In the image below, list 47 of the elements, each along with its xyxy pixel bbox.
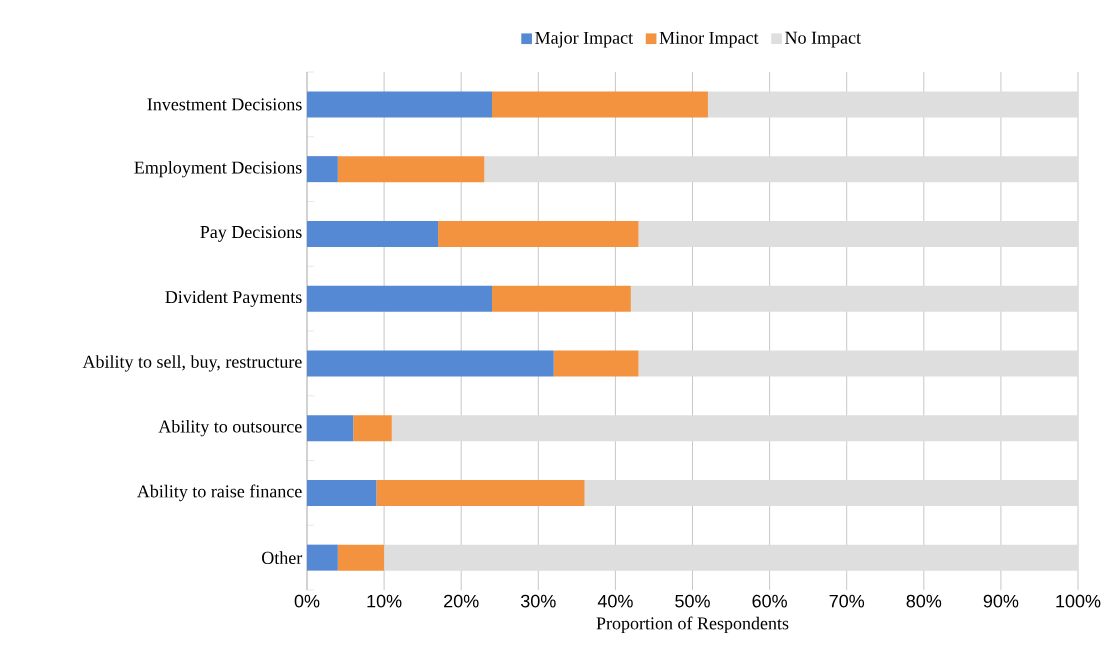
bar: [484, 156, 1079, 183]
x-tick-label: 70%: [829, 594, 865, 608]
bar: [307, 285, 493, 312]
x-tick-label: 60%: [752, 594, 787, 608]
legend-label: Minor Impact: [659, 31, 759, 48]
bar: [307, 544, 338, 571]
bar: [307, 350, 554, 377]
bar: [307, 91, 493, 118]
bar: [438, 220, 639, 247]
legend-label: No Impact: [785, 31, 861, 48]
x-axis-title: Proportion of Respondents: [596, 616, 789, 634]
x-tick-label: 80%: [906, 594, 942, 608]
bar: [307, 156, 338, 183]
bar: [638, 220, 1079, 247]
bar: [492, 91, 708, 118]
bar: [553, 350, 639, 377]
y-tick-label: Pay Decisions: [200, 225, 302, 242]
y-tick-label: Ability to raise finance: [137, 484, 302, 502]
x-tick-label: 30%: [520, 594, 556, 608]
bar: [337, 156, 485, 183]
bar: [337, 544, 385, 571]
x-tick-label: 90%: [983, 594, 1019, 608]
y-tick-label: Ability to outsource: [158, 419, 302, 437]
bar: [353, 415, 392, 442]
bar: [707, 91, 1079, 118]
bar: [307, 479, 377, 506]
x-tick-label: 20%: [444, 594, 479, 608]
bar: [384, 544, 1079, 571]
bar: [307, 220, 439, 247]
bar: [307, 415, 354, 442]
y-tick-label: Other: [262, 551, 303, 564]
y-tick-label: Divident Payments: [165, 290, 302, 307]
legend-label: Major Impact: [535, 31, 633, 48]
bar: [630, 285, 1079, 312]
x-tick-label: 100%: [1056, 594, 1101, 608]
x-tick-label: 0%: [294, 594, 320, 608]
bar: [492, 285, 631, 312]
y-tick-label: Employment Decisions: [134, 160, 302, 178]
x-tick-label: 40%: [597, 594, 633, 608]
y-tick-label: Investment Decisions: [147, 98, 302, 111]
bar: [638, 350, 1079, 377]
x-tick-label: 10%: [367, 594, 402, 608]
bar: [376, 479, 585, 506]
y-tick-label: Ability to sell, buy, restructure: [82, 355, 302, 372]
x-tick-label: 50%: [675, 594, 710, 608]
bar: [391, 415, 1079, 442]
bar: [584, 479, 1079, 506]
